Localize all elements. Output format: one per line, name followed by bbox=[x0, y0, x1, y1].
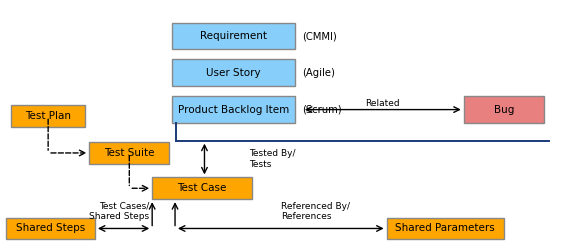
Text: Test Plan: Test Plan bbox=[25, 111, 71, 122]
FancyBboxPatch shape bbox=[387, 218, 504, 239]
Text: (Scrum): (Scrum) bbox=[302, 105, 342, 115]
Text: Related: Related bbox=[365, 99, 400, 108]
FancyBboxPatch shape bbox=[172, 96, 295, 123]
FancyBboxPatch shape bbox=[6, 218, 95, 239]
Text: Bug: Bug bbox=[493, 105, 514, 115]
Text: Referenced By/
References: Referenced By/ References bbox=[281, 202, 350, 221]
Text: Shared Parameters: Shared Parameters bbox=[395, 223, 495, 233]
Text: Requirement: Requirement bbox=[200, 31, 267, 41]
Text: Test Cases/
Shared Steps: Test Cases/ Shared Steps bbox=[89, 202, 150, 221]
Text: Test Suite: Test Suite bbox=[104, 148, 155, 158]
FancyBboxPatch shape bbox=[172, 59, 295, 86]
FancyBboxPatch shape bbox=[464, 96, 544, 123]
FancyBboxPatch shape bbox=[89, 142, 169, 164]
FancyBboxPatch shape bbox=[11, 105, 85, 127]
Text: Tested By/
Tests: Tested By/ Tests bbox=[249, 149, 296, 169]
Text: Test Case: Test Case bbox=[178, 183, 227, 193]
Text: Product Backlog Item: Product Backlog Item bbox=[178, 105, 289, 115]
Text: (CMMI): (CMMI) bbox=[302, 31, 337, 41]
FancyBboxPatch shape bbox=[172, 23, 295, 49]
Text: User Story: User Story bbox=[206, 68, 261, 78]
Text: (Agile): (Agile) bbox=[302, 68, 335, 78]
FancyBboxPatch shape bbox=[152, 177, 252, 199]
Text: Shared Steps: Shared Steps bbox=[16, 223, 85, 233]
